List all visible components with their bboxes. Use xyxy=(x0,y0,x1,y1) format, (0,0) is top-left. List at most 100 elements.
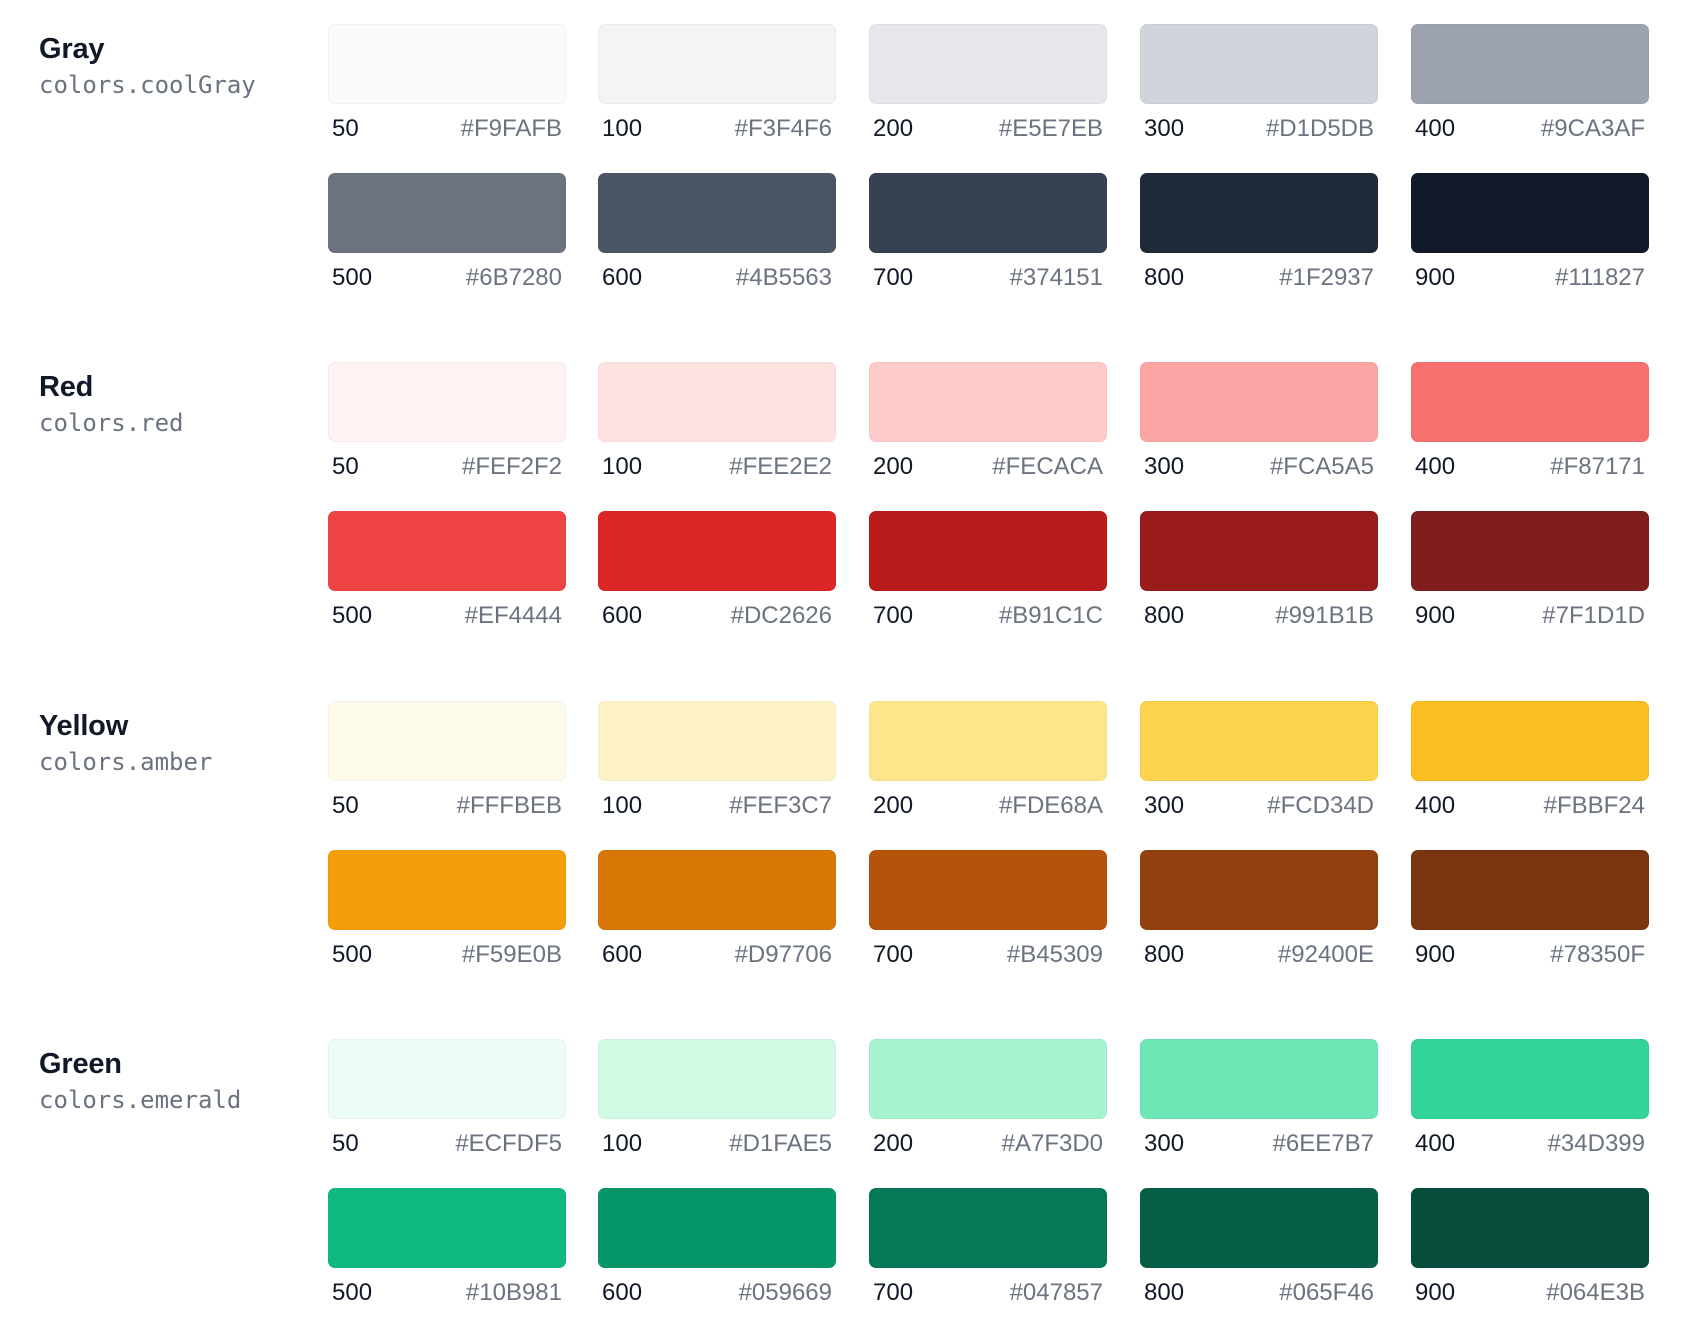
color-chip[interactable] xyxy=(869,24,1107,104)
color-chip[interactable] xyxy=(328,24,566,104)
color-swatch[interactable]: 900 #111827 xyxy=(1411,173,1649,301)
color-chip[interactable] xyxy=(598,701,836,781)
color-swatch[interactable]: 300 #FCD34D xyxy=(1140,701,1378,829)
color-swatch[interactable]: 300 #D1D5DB xyxy=(1140,24,1378,152)
color-swatch[interactable]: 900 #78350F xyxy=(1411,850,1649,978)
hex-value: #111827 xyxy=(1555,264,1645,291)
color-swatch[interactable]: 600 #4B5563 xyxy=(598,173,836,301)
color-swatch[interactable]: 600 #D97706 xyxy=(598,850,836,978)
hex-value: #F87171 xyxy=(1550,453,1645,480)
color-swatch[interactable]: 400 #F87171 xyxy=(1411,362,1649,490)
hex-value: #B91C1C xyxy=(998,602,1103,629)
color-group-token: colors.amber xyxy=(39,748,213,776)
color-chip[interactable] xyxy=(1140,701,1378,781)
shade-label: 900 xyxy=(1415,941,1456,968)
color-chip[interactable] xyxy=(598,362,836,442)
color-chip[interactable] xyxy=(1140,362,1378,442)
color-chip[interactable] xyxy=(1411,511,1649,591)
color-swatch[interactable]: 600 #DC2626 xyxy=(598,511,836,639)
hex-value: #064E3B xyxy=(1546,1279,1645,1306)
color-chip[interactable] xyxy=(1411,24,1649,104)
color-chip[interactable] xyxy=(328,850,566,930)
color-chip[interactable] xyxy=(328,511,566,591)
color-swatch[interactable]: 800 #065F46 xyxy=(1140,1188,1378,1316)
shade-label: 500 xyxy=(332,1279,373,1306)
color-chip[interactable] xyxy=(328,701,566,781)
color-swatch[interactable]: 100 #D1FAE5 xyxy=(598,1039,836,1167)
color-chip[interactable] xyxy=(1411,850,1649,930)
color-swatch[interactable]: 900 #7F1D1D xyxy=(1411,511,1649,639)
color-chip[interactable] xyxy=(869,1039,1107,1119)
hex-value: #E5E7EB xyxy=(998,115,1103,142)
color-chip[interactable] xyxy=(869,701,1107,781)
color-chip[interactable] xyxy=(1140,173,1378,253)
shade-label: 700 xyxy=(873,941,914,968)
color-chip[interactable] xyxy=(1411,1188,1649,1268)
color-chip[interactable] xyxy=(869,850,1107,930)
color-swatch[interactable]: 800 #1F2937 xyxy=(1140,173,1378,301)
color-group-name: Yellow xyxy=(39,710,129,742)
color-chip[interactable] xyxy=(1411,173,1649,253)
color-chip[interactable] xyxy=(328,173,566,253)
color-chip[interactable] xyxy=(598,850,836,930)
color-swatch[interactable]: 700 #B91C1C xyxy=(869,511,1107,639)
color-swatch[interactable]: 700 #B45309 xyxy=(869,850,1107,978)
color-swatch[interactable]: 800 #92400E xyxy=(1140,850,1378,978)
color-chip[interactable] xyxy=(328,1188,566,1268)
color-chip[interactable] xyxy=(328,362,566,442)
shade-label: 800 xyxy=(1144,264,1185,291)
shade-label: 500 xyxy=(332,602,373,629)
color-chip[interactable] xyxy=(1140,511,1378,591)
color-swatch[interactable]: 600 #059669 xyxy=(598,1188,836,1316)
color-chip[interactable] xyxy=(598,1188,836,1268)
color-swatch[interactable]: 200 #A7F3D0 xyxy=(869,1039,1107,1167)
color-chip[interactable] xyxy=(1140,24,1378,104)
shade-label: 300 xyxy=(1144,453,1185,480)
color-swatch[interactable]: 800 #991B1B xyxy=(1140,511,1378,639)
color-chip[interactable] xyxy=(1140,850,1378,930)
color-chip[interactable] xyxy=(598,511,836,591)
color-swatch[interactable]: 500 #6B7280 xyxy=(328,173,566,301)
color-swatch[interactable]: 400 #FBBF24 xyxy=(1411,701,1649,829)
color-swatch[interactable]: 400 #34D399 xyxy=(1411,1039,1649,1167)
color-chip[interactable] xyxy=(1140,1188,1378,1268)
color-swatch[interactable]: 700 #374151 xyxy=(869,173,1107,301)
color-group-token: colors.red xyxy=(39,409,184,437)
color-swatch[interactable]: 200 #E5E7EB xyxy=(869,24,1107,152)
color-swatch[interactable]: 400 #9CA3AF xyxy=(1411,24,1649,152)
color-chip[interactable] xyxy=(869,1188,1107,1268)
color-group-name: Gray xyxy=(39,33,105,65)
color-swatch[interactable]: 700 #047857 xyxy=(869,1188,1107,1316)
color-swatch[interactable]: 100 #FEE2E2 xyxy=(598,362,836,490)
shade-label: 800 xyxy=(1144,602,1185,629)
color-chip[interactable] xyxy=(598,1039,836,1119)
color-swatch[interactable]: 200 #FDE68A xyxy=(869,701,1107,829)
color-swatch[interactable]: 50 #FFFBEB xyxy=(328,701,566,829)
color-swatch[interactable]: 200 #FECACA xyxy=(869,362,1107,490)
color-chip[interactable] xyxy=(598,24,836,104)
color-chip[interactable] xyxy=(598,173,836,253)
color-chip[interactable] xyxy=(869,173,1107,253)
color-swatch[interactable]: 900 #064E3B xyxy=(1411,1188,1649,1316)
color-swatch[interactable]: 100 #FEF3C7 xyxy=(598,701,836,829)
color-chip[interactable] xyxy=(1411,701,1649,781)
color-swatch[interactable]: 300 #6EE7B7 xyxy=(1140,1039,1378,1167)
hex-value: #D1FAE5 xyxy=(729,1130,832,1157)
color-swatch[interactable]: 50 #FEF2F2 xyxy=(328,362,566,490)
color-chip[interactable] xyxy=(869,511,1107,591)
color-swatch[interactable]: 500 #10B981 xyxy=(328,1188,566,1316)
color-swatch[interactable]: 50 #F9FAFB xyxy=(328,24,566,152)
color-swatch[interactable]: 500 #F59E0B xyxy=(328,850,566,978)
shade-label: 500 xyxy=(332,264,373,291)
color-swatch[interactable]: 50 #ECFDF5 xyxy=(328,1039,566,1167)
color-chip[interactable] xyxy=(1140,1039,1378,1119)
color-chip[interactable] xyxy=(1411,362,1649,442)
color-chip[interactable] xyxy=(869,362,1107,442)
shade-label: 900 xyxy=(1415,264,1456,291)
color-chip[interactable] xyxy=(328,1039,566,1119)
color-swatch[interactable]: 300 #FCA5A5 xyxy=(1140,362,1378,490)
color-swatch[interactable]: 500 #EF4444 xyxy=(328,511,566,639)
color-chip[interactable] xyxy=(1411,1039,1649,1119)
color-swatch[interactable]: 100 #F3F4F6 xyxy=(598,24,836,152)
shade-label: 300 xyxy=(1144,792,1185,819)
